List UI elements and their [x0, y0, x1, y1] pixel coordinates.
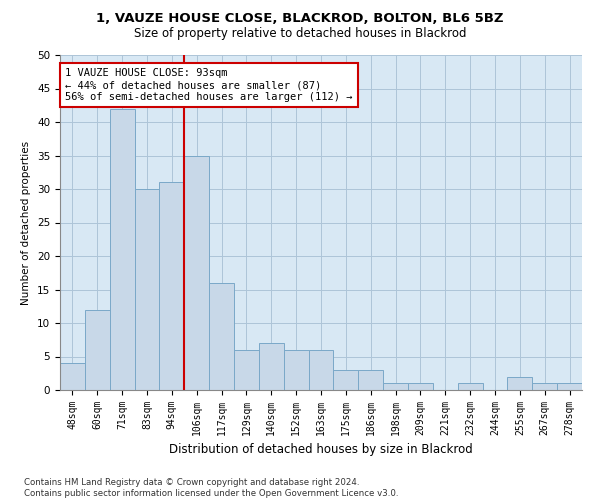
Text: Contains HM Land Registry data © Crown copyright and database right 2024.
Contai: Contains HM Land Registry data © Crown c… — [24, 478, 398, 498]
Text: Size of property relative to detached houses in Blackrod: Size of property relative to detached ho… — [134, 28, 466, 40]
Bar — [358, 370, 383, 390]
Bar — [110, 108, 134, 390]
Bar — [234, 350, 259, 390]
Bar — [85, 310, 110, 390]
Bar — [383, 384, 408, 390]
Bar — [184, 156, 209, 390]
Bar — [334, 370, 358, 390]
Bar — [60, 363, 85, 390]
Bar — [134, 189, 160, 390]
Bar — [408, 384, 433, 390]
Bar — [160, 182, 184, 390]
Bar — [458, 384, 482, 390]
X-axis label: Distribution of detached houses by size in Blackrod: Distribution of detached houses by size … — [169, 444, 473, 456]
Bar — [284, 350, 308, 390]
Bar — [508, 376, 532, 390]
Bar — [532, 384, 557, 390]
Bar — [209, 283, 234, 390]
Y-axis label: Number of detached properties: Number of detached properties — [22, 140, 31, 304]
Text: 1, VAUZE HOUSE CLOSE, BLACKROD, BOLTON, BL6 5BZ: 1, VAUZE HOUSE CLOSE, BLACKROD, BOLTON, … — [96, 12, 504, 26]
Text: 1 VAUZE HOUSE CLOSE: 93sqm
← 44% of detached houses are smaller (87)
56% of semi: 1 VAUZE HOUSE CLOSE: 93sqm ← 44% of deta… — [65, 68, 353, 102]
Bar — [308, 350, 334, 390]
Bar — [259, 343, 284, 390]
Bar — [557, 384, 582, 390]
